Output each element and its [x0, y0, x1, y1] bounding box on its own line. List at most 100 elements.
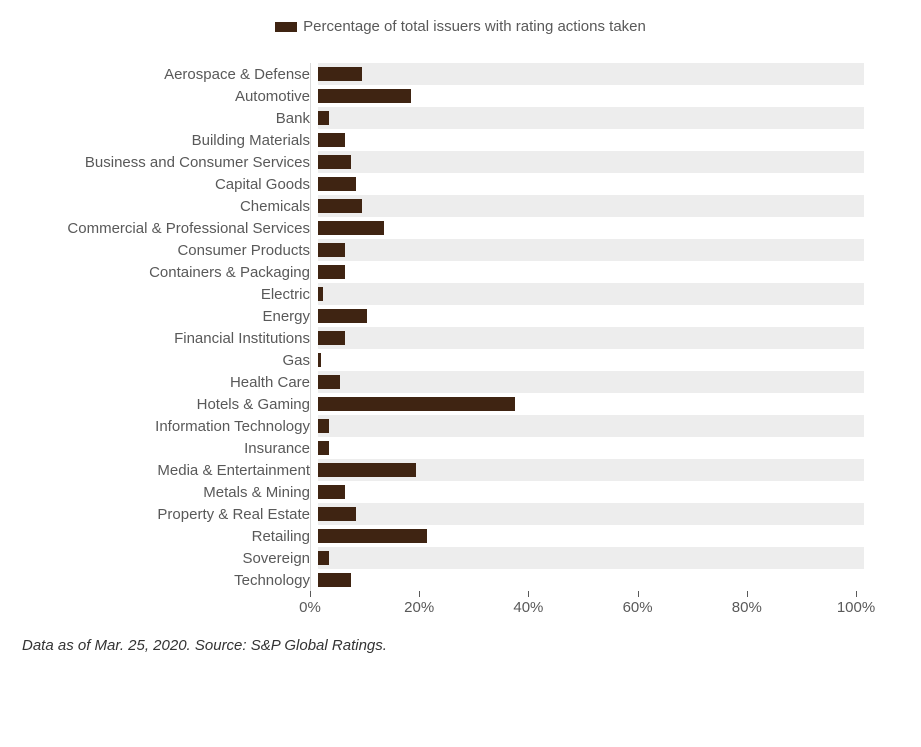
- category-label: Health Care: [48, 374, 318, 391]
- bar: [318, 463, 416, 477]
- bar-track: [318, 173, 864, 195]
- bar: [318, 309, 367, 323]
- plot-area: Aerospace & DefenseAutomotiveBankBuildin…: [48, 63, 893, 591]
- x-axis-labels: 0%20%40%60%80%100%: [310, 591, 856, 623]
- bar-row: Electric: [48, 283, 893, 305]
- bar: [318, 419, 329, 433]
- bar-row: Sovereign: [48, 547, 893, 569]
- bar-track: [318, 371, 864, 393]
- x-tick-label: 0%: [299, 599, 321, 616]
- bar-track: [318, 129, 864, 151]
- category-label: Electric: [48, 286, 318, 303]
- bar-row: Property & Real Estate: [48, 503, 893, 525]
- bar-row: Business and Consumer Services: [48, 151, 893, 173]
- bar-chart: Aerospace & DefenseAutomotiveBankBuildin…: [48, 63, 893, 623]
- x-tick-label: 80%: [732, 599, 762, 616]
- category-label: Aerospace & Defense: [48, 66, 318, 83]
- legend-label: Percentage of total issuers with rating …: [303, 18, 646, 35]
- bar-track: [318, 261, 864, 283]
- x-tick-label: 40%: [513, 599, 543, 616]
- x-tick-label: 100%: [837, 599, 875, 616]
- bar-row: Capital Goods: [48, 173, 893, 195]
- bar: [318, 551, 329, 565]
- bar: [318, 155, 351, 169]
- bar-row: Health Care: [48, 371, 893, 393]
- bar: [318, 441, 329, 455]
- bar-track: [318, 217, 864, 239]
- category-label: Chemicals: [48, 198, 318, 215]
- bar-track: [318, 195, 864, 217]
- bar-row: Hotels & Gaming: [48, 393, 893, 415]
- bar-row: Technology: [48, 569, 893, 591]
- category-label: Information Technology: [48, 418, 318, 435]
- chart-container: Percentage of total issuers with rating …: [0, 0, 921, 747]
- bar: [318, 397, 515, 411]
- bar: [318, 243, 345, 257]
- category-label: Insurance: [48, 440, 318, 457]
- legend: Percentage of total issuers with rating …: [28, 18, 893, 35]
- bar-track: [318, 239, 864, 261]
- bar-track: [318, 349, 864, 371]
- category-label: Consumer Products: [48, 242, 318, 259]
- bar-row: Consumer Products: [48, 239, 893, 261]
- bar-track: [318, 151, 864, 173]
- bar: [318, 485, 345, 499]
- category-label: Hotels & Gaming: [48, 396, 318, 413]
- bar-row: Bank: [48, 107, 893, 129]
- category-label: Gas: [48, 352, 318, 369]
- bar: [318, 375, 340, 389]
- category-label: Energy: [48, 308, 318, 325]
- bar-row: Metals & Mining: [48, 481, 893, 503]
- bar-track: [318, 525, 864, 547]
- bar: [318, 287, 323, 301]
- bar-track: [318, 481, 864, 503]
- legend-swatch: [275, 22, 297, 32]
- bar: [318, 67, 362, 81]
- category-label: Property & Real Estate: [48, 506, 318, 523]
- category-label: Financial Institutions: [48, 330, 318, 347]
- bar: [318, 89, 411, 103]
- bar-track: [318, 415, 864, 437]
- bar: [318, 133, 345, 147]
- category-label: Containers & Packaging: [48, 264, 318, 281]
- bar-row: Commercial & Professional Services: [48, 217, 893, 239]
- bar-track: [318, 459, 864, 481]
- bar: [318, 573, 351, 587]
- x-tick: [528, 591, 529, 597]
- bar-track: [318, 305, 864, 327]
- bar-row: Insurance: [48, 437, 893, 459]
- axis-spacer: [48, 591, 310, 623]
- x-tick-label: 60%: [623, 599, 653, 616]
- category-label: Media & Entertainment: [48, 462, 318, 479]
- bar-row: Retailing: [48, 525, 893, 547]
- bar-row: Containers & Packaging: [48, 261, 893, 283]
- bar-track: [318, 63, 864, 85]
- category-label: Retailing: [48, 528, 318, 545]
- bar-row: Energy: [48, 305, 893, 327]
- bar-track: [318, 393, 864, 415]
- bar-track: [318, 547, 864, 569]
- bar-row: Building Materials: [48, 129, 893, 151]
- source-caption: Data as of Mar. 25, 2020. Source: S&P Gl…: [22, 637, 893, 654]
- category-label: Technology: [48, 572, 318, 589]
- bar-track: [318, 283, 864, 305]
- category-label: Sovereign: [48, 550, 318, 567]
- category-label: Commercial & Professional Services: [48, 220, 318, 237]
- x-tick: [310, 591, 311, 597]
- bar: [318, 529, 427, 543]
- category-label: Business and Consumer Services: [48, 154, 318, 171]
- x-tick: [856, 591, 857, 597]
- bar-row: Financial Institutions: [48, 327, 893, 349]
- bar-track: [318, 437, 864, 459]
- bar-track: [318, 569, 864, 591]
- bar: [318, 199, 362, 213]
- x-tick: [638, 591, 639, 597]
- bar-track: [318, 503, 864, 525]
- bar-row: Information Technology: [48, 415, 893, 437]
- bar: [318, 507, 356, 521]
- bar-row: Gas: [48, 349, 893, 371]
- bar-rows: Aerospace & DefenseAutomotiveBankBuildin…: [48, 63, 893, 591]
- bar-track: [318, 107, 864, 129]
- x-tick: [419, 591, 420, 597]
- category-label: Metals & Mining: [48, 484, 318, 501]
